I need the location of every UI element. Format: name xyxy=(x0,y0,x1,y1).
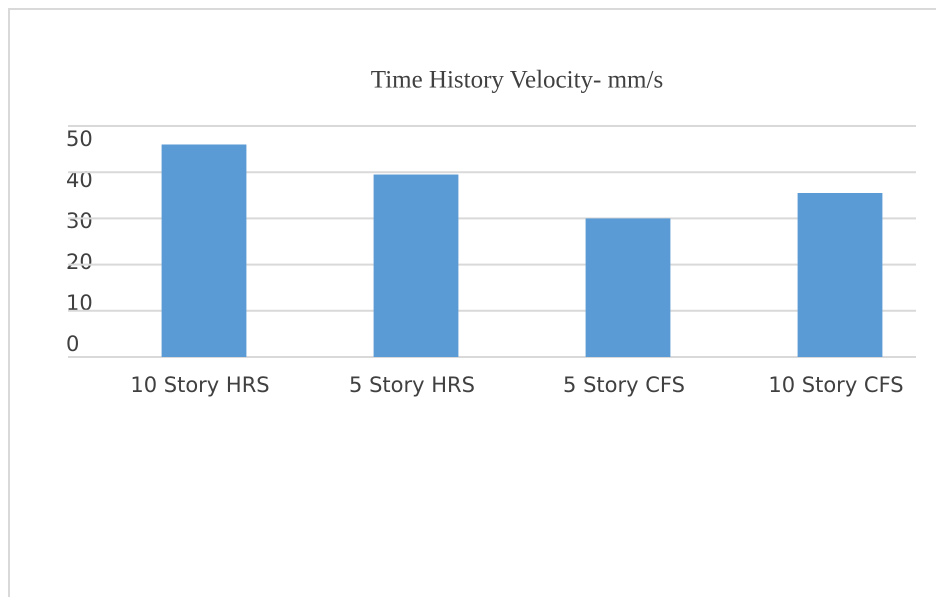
y-tick-label: 30 xyxy=(66,209,93,233)
bar xyxy=(585,218,671,357)
y-tick-label: 50 xyxy=(66,127,93,151)
bar xyxy=(161,144,247,357)
y-tick-label: 0 xyxy=(66,332,79,356)
x-tick-label: 5 Story CFS xyxy=(563,373,685,397)
x-tick-label: 10 Story CFS xyxy=(768,373,903,397)
chart-title: Time History Velocity- mm/s xyxy=(371,67,663,94)
bar xyxy=(373,174,459,357)
y-tick-label: 20 xyxy=(66,250,93,274)
x-tick-label: 10 Story HRS xyxy=(130,373,269,397)
x-tick-label: 5 Story HRS xyxy=(349,373,475,397)
bar xyxy=(797,192,883,357)
chart-frame xyxy=(8,8,936,597)
